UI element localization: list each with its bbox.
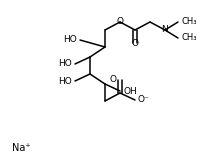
Text: HO: HO [58, 76, 72, 86]
Text: CH₃: CH₃ [181, 17, 196, 27]
Text: O: O [131, 39, 139, 48]
Text: N: N [162, 25, 168, 35]
Text: OH: OH [123, 87, 137, 96]
Text: O⁻: O⁻ [138, 96, 150, 104]
Text: O: O [116, 17, 124, 26]
Text: O: O [110, 75, 117, 84]
Text: Na⁺: Na⁺ [12, 143, 31, 153]
Text: HO: HO [58, 59, 72, 68]
Text: CH₃: CH₃ [181, 34, 196, 43]
Text: HO: HO [63, 36, 77, 44]
